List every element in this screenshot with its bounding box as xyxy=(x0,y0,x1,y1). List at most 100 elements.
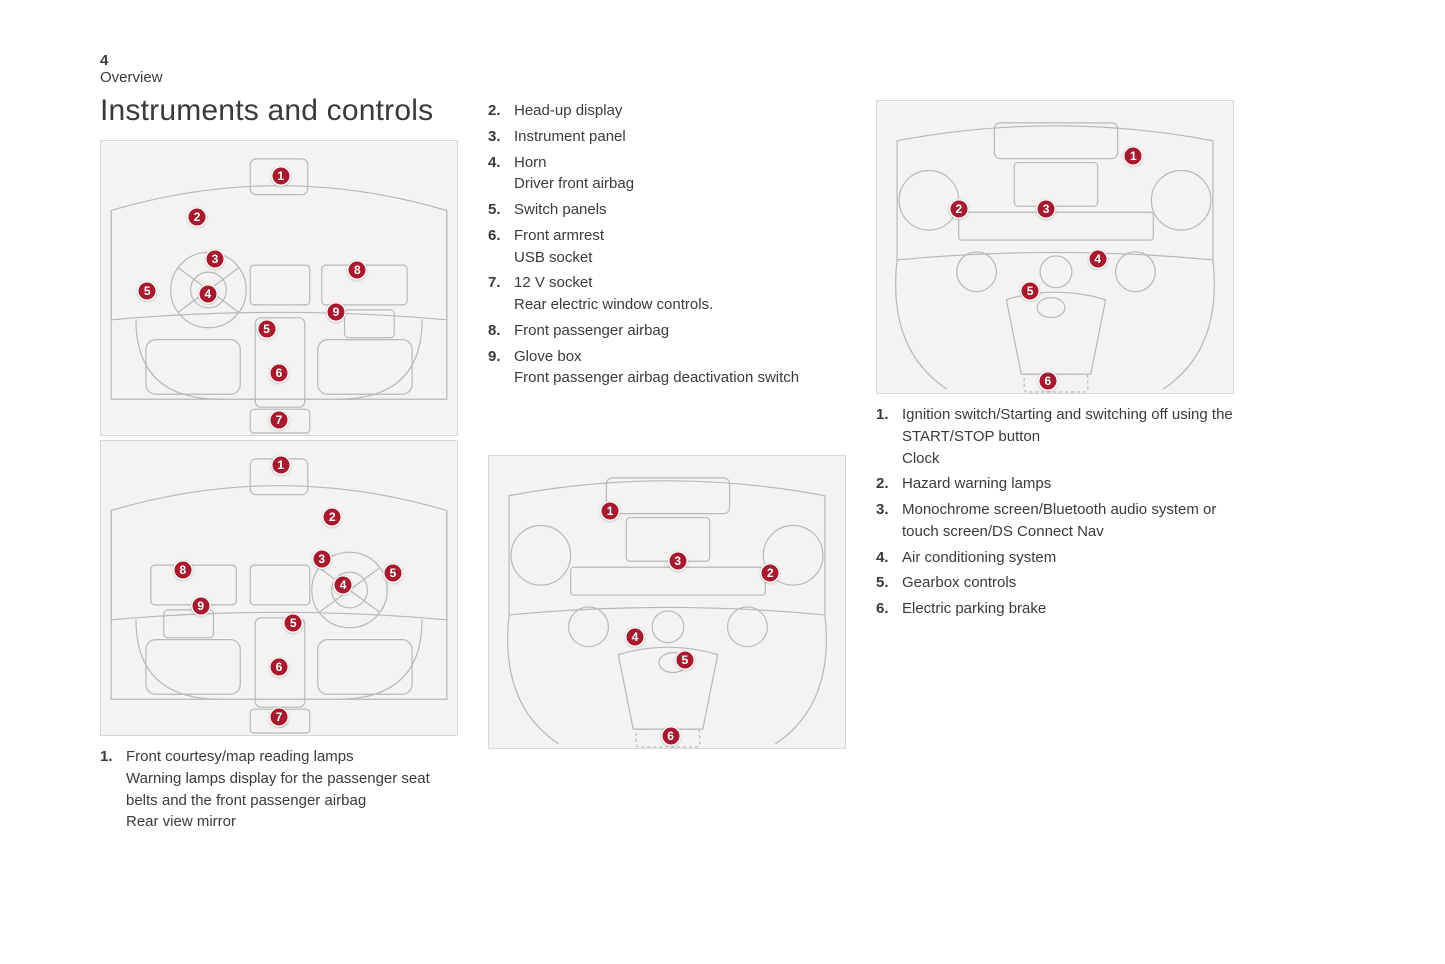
callout-marker: 1 xyxy=(1123,146,1143,166)
legend-number: 3. xyxy=(488,126,514,148)
legend-text: Front courtesy/map reading lampsWarning … xyxy=(126,746,460,833)
callout-marker: 5 xyxy=(137,281,157,301)
legend-line: Instrument panel xyxy=(514,126,848,148)
legend-line: Electric parking brake xyxy=(902,598,1236,620)
legend-number: 5. xyxy=(488,199,514,221)
legend-line: Horn xyxy=(514,152,848,174)
legend-number: 4. xyxy=(488,152,514,196)
callout-marker: 3 xyxy=(312,549,332,569)
callout-marker: 8 xyxy=(347,260,367,280)
legend-text: 12 V socketRear electric window controls… xyxy=(514,272,848,316)
callout-marker: 1 xyxy=(600,501,620,521)
legend-text: Instrument panel xyxy=(514,126,848,148)
legend-number: 6. xyxy=(488,225,514,269)
legend-item: 3.Instrument panel xyxy=(488,126,848,148)
legend-line: Ignition switch/Starting and switching o… xyxy=(902,404,1236,448)
column-2: 2.Head-up display3.Instrument panel4.Hor… xyxy=(488,94,848,837)
legend-number: 6. xyxy=(876,598,902,620)
legend-text: Monochrome screen/Bluetooth audio system… xyxy=(902,499,1236,543)
legend-item: 6.Front armrestUSB socket xyxy=(488,225,848,269)
callout-marker: 5 xyxy=(1020,281,1040,301)
legend-text: Gearbox controls xyxy=(902,572,1236,594)
legend-number: 2. xyxy=(876,473,902,495)
legend-text: HornDriver front airbag xyxy=(514,152,848,196)
legend-item: 1.Ignition switch/Starting and switching… xyxy=(876,404,1236,469)
legend-number: 5. xyxy=(876,572,902,594)
legend-item: 8.Front passenger airbag xyxy=(488,320,848,342)
diagram-centre-console-lhd: 1 3 2 4 5 6 xyxy=(488,455,846,749)
legend-line: Head-up display xyxy=(514,100,848,122)
legend-text: Hazard warning lamps xyxy=(902,473,1236,495)
legend-line: Monochrome screen/Bluetooth audio system… xyxy=(902,499,1236,543)
callout-marker: 6 xyxy=(269,363,289,383)
callout-marker: 5 xyxy=(283,613,303,633)
page-title: Instruments and controls xyxy=(100,94,460,128)
diagram-centre-console-rhd: 1 2 3 4 5 6 xyxy=(876,100,1234,394)
legend-line: Clock xyxy=(902,448,1236,470)
legend-line: Front passenger airbag xyxy=(514,320,848,342)
legend-text: Front armrestUSB socket xyxy=(514,225,848,269)
legend-item: 9.Glove boxFront passenger airbag deacti… xyxy=(488,346,848,390)
callout-marker: 5 xyxy=(675,650,695,670)
legend-item: 6.Electric parking brake xyxy=(876,598,1236,620)
legend-line: Glove box xyxy=(514,346,848,368)
legend-number: 4. xyxy=(876,547,902,569)
callout-marker: 6 xyxy=(661,726,681,746)
callout-marker: 3 xyxy=(205,249,225,269)
legend-item: 5.Gearbox controls xyxy=(876,572,1236,594)
legend-number: 1. xyxy=(100,746,126,833)
legend-item: 2.Hazard warning lamps xyxy=(876,473,1236,495)
legend-text: Head-up display xyxy=(514,100,848,122)
legend-line: Front courtesy/map reading lamps xyxy=(126,746,460,768)
legend-text: Front passenger airbag xyxy=(514,320,848,342)
legend-a-start: 1.Front courtesy/map reading lampsWarnin… xyxy=(100,746,460,837)
legend-line: 12 V socket xyxy=(514,272,848,294)
legend-number: 1. xyxy=(876,404,902,469)
legend-item: 3.Monochrome screen/Bluetooth audio syst… xyxy=(876,499,1236,543)
legend-item: 5.Switch panels xyxy=(488,199,848,221)
legend-text: Glove boxFront passenger airbag deactiva… xyxy=(514,346,848,390)
legend-line: Driver front airbag xyxy=(514,173,848,195)
callout-marker: 7 xyxy=(269,707,289,727)
callout-marker: 8 xyxy=(173,560,193,580)
legend-item: 7.12 V socketRear electric window contro… xyxy=(488,272,848,316)
column-1: Instruments and controls xyxy=(100,94,460,837)
legend-number: 3. xyxy=(876,499,902,543)
legend-item: 1.Front courtesy/map reading lampsWarnin… xyxy=(100,746,460,833)
callout-marker: 6 xyxy=(1038,371,1058,391)
legend-line: Hazard warning lamps xyxy=(902,473,1236,495)
legend-line: Gearbox controls xyxy=(902,572,1236,594)
page-number: 4 xyxy=(100,52,1345,69)
legend-number: 8. xyxy=(488,320,514,342)
console-line-art-icon xyxy=(489,456,845,748)
callout-marker: 9 xyxy=(326,302,346,322)
callout-marker: 2 xyxy=(322,507,342,527)
callout-marker: 3 xyxy=(1036,199,1056,219)
column-3: 1 2 3 4 5 6 1.Ignition switch/Starting and sw… xyxy=(876,94,1236,837)
callout-marker: 4 xyxy=(1088,249,1108,269)
dashboard-line-art-icon xyxy=(101,441,457,735)
legend-text: Switch panels xyxy=(514,199,848,221)
legend-item: 4.HornDriver front airbag xyxy=(488,152,848,196)
legend-line: Warning lamps display for the passenger … xyxy=(126,768,460,812)
callout-marker: 2 xyxy=(949,199,969,219)
legend-line: Rear view mirror xyxy=(126,811,460,833)
callout-marker: 1 xyxy=(271,166,291,186)
legend-line: USB socket xyxy=(514,247,848,269)
callout-marker: 6 xyxy=(269,657,289,677)
callout-marker: 7 xyxy=(269,410,289,430)
legend-number: 2. xyxy=(488,100,514,122)
console-line-art-icon xyxy=(877,101,1233,393)
legend-item: 4.Air conditioning system xyxy=(876,547,1236,569)
legend-a-rest: 2.Head-up display3.Instrument panel4.Hor… xyxy=(488,100,848,393)
callout-marker: 5 xyxy=(257,319,277,339)
legend-line: Air conditioning system xyxy=(902,547,1236,569)
callout-marker: 4 xyxy=(625,627,645,647)
callout-marker: 3 xyxy=(668,551,688,571)
legend-line: Front armrest xyxy=(514,225,848,247)
legend-item: 2.Head-up display xyxy=(488,100,848,122)
diagram-dashboard-lhd: 1238549567 xyxy=(100,140,458,436)
callout-marker: 2 xyxy=(760,563,780,583)
callout-marker: 1 xyxy=(271,455,291,475)
callout-marker: 4 xyxy=(333,575,353,595)
